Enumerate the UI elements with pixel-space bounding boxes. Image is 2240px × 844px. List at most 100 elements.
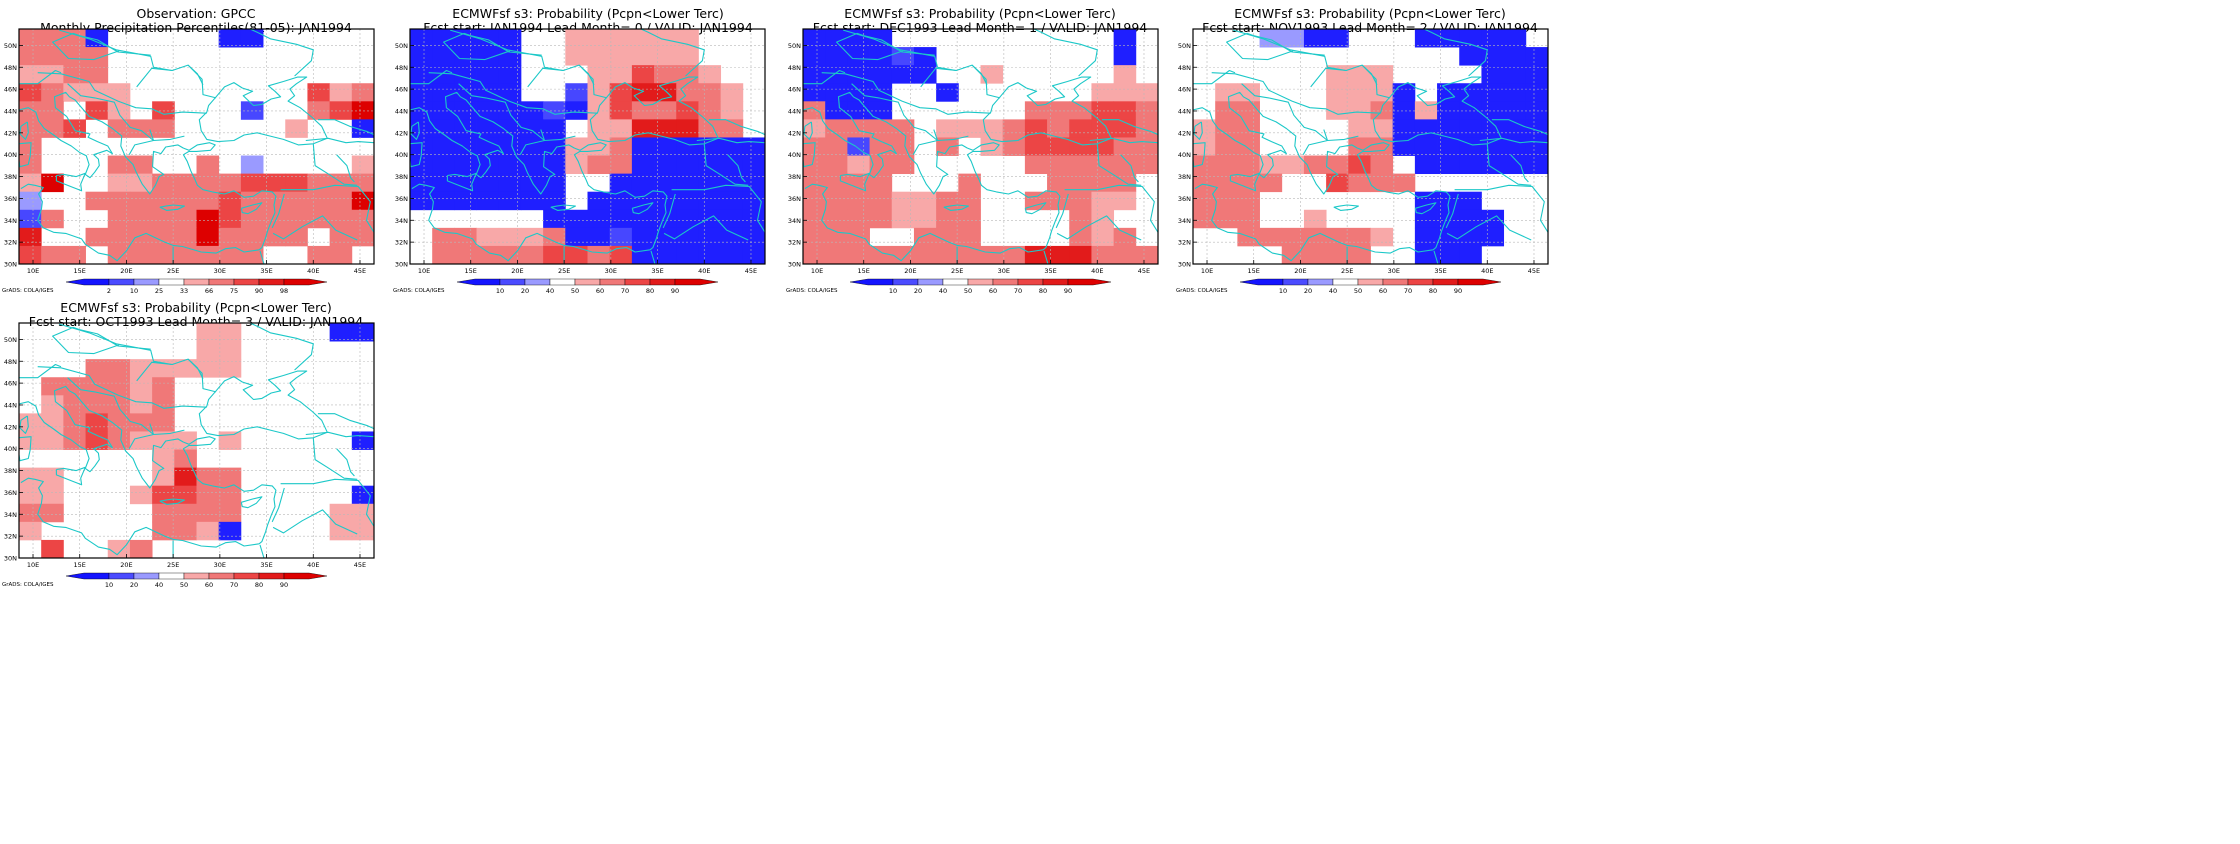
- heatmap-cell: [41, 245, 64, 265]
- heatmap-cell: [107, 413, 131, 432]
- heatmap-cell: [196, 173, 220, 193]
- heatmap-cell: [891, 119, 915, 138]
- coastline: [519, 129, 546, 155]
- heatmap-cell: [825, 245, 848, 265]
- heatmap-cell: [698, 119, 722, 138]
- coastline: [19, 363, 62, 379]
- heatmap-cell: [654, 119, 677, 138]
- coastline: [1229, 172, 1260, 192]
- chart-panel: ECMWFsf s3: Probability (Pcpn<Lower Terc…: [2, 300, 375, 589]
- heatmap-cell: [307, 209, 331, 229]
- coastline: [1446, 215, 1532, 241]
- coastline: [443, 32, 542, 61]
- coastline: [589, 76, 719, 146]
- heatmap-cell: [1348, 101, 1371, 120]
- legend-swatch: [158, 278, 185, 286]
- heatmap-cell: [476, 245, 500, 265]
- heatmap-cell: [454, 83, 477, 102]
- heatmap-cell: [218, 485, 242, 505]
- heatmap-cell: [174, 521, 197, 541]
- x-tick-label: 40E: [698, 267, 710, 275]
- heatmap-cell: [825, 47, 848, 66]
- coastline: [19, 436, 32, 462]
- heatmap-cell: [1370, 119, 1394, 138]
- legend-swatch: [917, 278, 944, 286]
- x-tick-label: 25E: [951, 267, 963, 275]
- coastline: [1445, 193, 1459, 229]
- coastline: [55, 466, 86, 486]
- heatmap-cell: [980, 137, 1004, 156]
- heatmap-cell: [1392, 101, 1416, 120]
- legend-swatch: [942, 278, 969, 286]
- heatmap-cell: [410, 119, 433, 138]
- heatmap-cell: [240, 227, 264, 247]
- heatmap-cell: [1002, 245, 1026, 265]
- heatmap-cell: [869, 245, 893, 265]
- x-tick-label: 20E: [120, 267, 132, 275]
- heatmap-cell: [19, 101, 42, 120]
- y-tick-label: 38N: [395, 173, 408, 181]
- heatmap-cell: [847, 137, 870, 156]
- coastline: [1233, 29, 1391, 99]
- y-tick-label: 32N: [4, 533, 17, 541]
- heatmap-cell: [891, 191, 915, 211]
- heatmap-cell: [410, 47, 433, 66]
- heatmap-cell: [1459, 209, 1482, 229]
- heatmap-cell: [1047, 137, 1070, 156]
- heatmap-cell: [240, 173, 264, 193]
- heatmap-cell: [454, 245, 477, 265]
- heatmap-cell: [936, 227, 959, 247]
- legend-swatch: [599, 278, 626, 286]
- coastline: [1302, 129, 1329, 155]
- credit-text: GrADS: COLA/IGES: [786, 288, 838, 294]
- legend-swatch: [1282, 278, 1309, 286]
- heatmap-cell: [891, 245, 915, 265]
- heatmap-cell: [107, 377, 131, 396]
- chart-title: ECMWFsf s3: Probability (Pcpn<Lower Terc…: [60, 300, 331, 315]
- heatmap-cell: [1113, 83, 1137, 102]
- x-tick-label: 45E: [745, 267, 757, 275]
- coastline: [19, 121, 29, 140]
- heatmap-cell: [1091, 119, 1115, 138]
- heatmap-cell: [41, 503, 64, 523]
- legend-swatch: [1332, 278, 1359, 286]
- heatmap-cell: [196, 245, 220, 265]
- chart-subtitle: Fcst start: OCT1993 Lead Month= 3 / VALI…: [29, 314, 363, 329]
- coastline: [1160, 95, 1168, 131]
- heatmap-cell: [825, 119, 848, 138]
- chart-panel: ECMWFsf s3: Probability (Pcpn<Lower Terc…: [1176, 6, 1549, 295]
- heatmap-cell: [85, 101, 109, 120]
- y-tick-label: 50N: [395, 42, 408, 50]
- heatmap-cell: [803, 191, 826, 211]
- x-tick-label: 40E: [307, 561, 319, 569]
- heatmap-cell: [847, 155, 870, 175]
- heatmap-cell: [676, 191, 699, 211]
- heatmap-cell: [432, 191, 455, 211]
- coastline: [410, 142, 423, 168]
- heatmap-cell: [654, 209, 677, 229]
- heatmap-cell: [825, 83, 848, 102]
- credit-text: GrADS: COLA/IGES: [2, 288, 54, 294]
- heatmap-cell: [913, 209, 937, 229]
- heatmap-cell: [240, 29, 264, 48]
- heatmap-cell: [1481, 47, 1505, 66]
- coastline: [803, 142, 816, 168]
- heatmap-cell: [720, 209, 744, 229]
- chart-subtitle: Monthly Precipitation Percentiles(81-05)…: [40, 20, 352, 35]
- heatmap-cell: [631, 155, 655, 175]
- legend-label: 90: [1064, 287, 1072, 295]
- heatmap-cell: [454, 29, 477, 48]
- heatmap-cell: [520, 227, 544, 247]
- heatmap-cell: [869, 83, 893, 102]
- coastline: [336, 448, 355, 477]
- heatmap-cell: [520, 119, 544, 138]
- heatmap-cell: [196, 191, 220, 211]
- heatmap-cell: [329, 323, 353, 342]
- y-tick-label: 44N: [1178, 107, 1191, 115]
- y-tick-label: 30N: [4, 555, 17, 563]
- heatmap-cell: [174, 485, 197, 505]
- heatmap-cell: [285, 227, 308, 247]
- heatmap-cell: [825, 101, 848, 120]
- heatmap-cell: [1348, 65, 1371, 84]
